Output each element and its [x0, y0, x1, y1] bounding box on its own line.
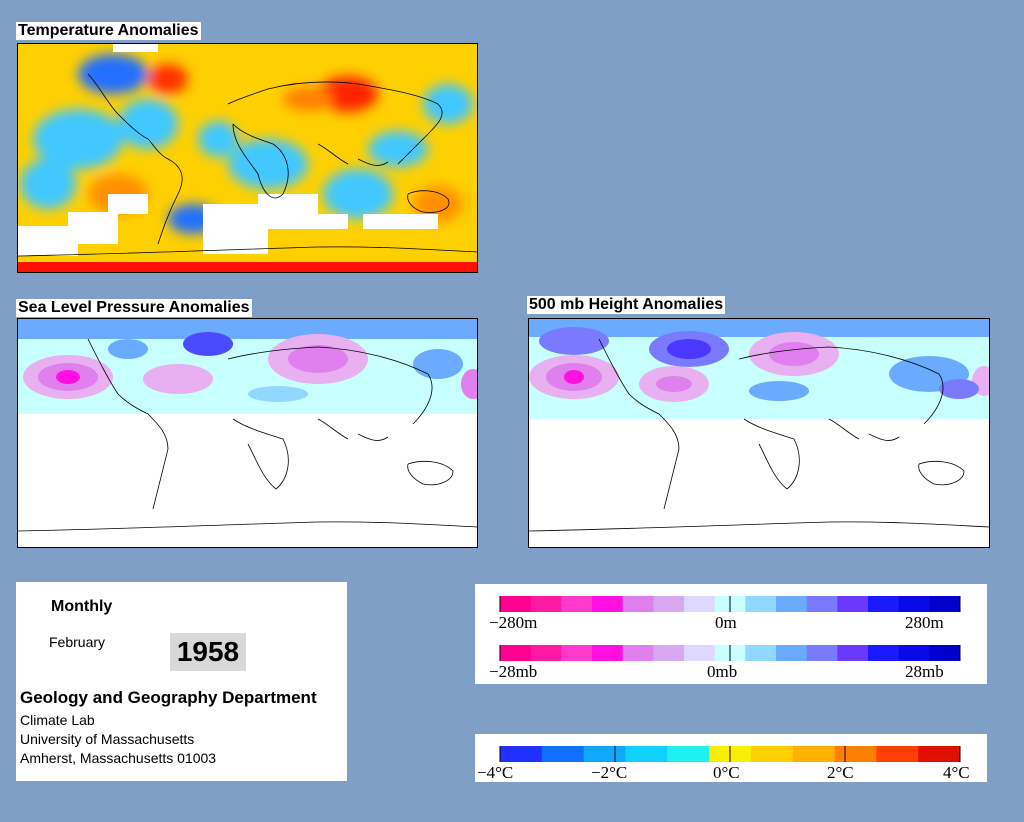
- height-swatch: [745, 596, 777, 612]
- pressure-mid-label: 0mb: [707, 662, 737, 681]
- height-mid-label: 0m: [715, 613, 737, 632]
- height-swatch: [776, 596, 808, 612]
- pressure-swatch: [684, 645, 716, 661]
- pressure-swatch: [500, 645, 532, 661]
- height-swatch: [622, 596, 654, 612]
- year-label: 1958: [170, 633, 246, 671]
- pressure-swatch: [653, 645, 685, 661]
- temperature-legend: −4°C −2°C 0°C 2°C 4°C: [475, 734, 987, 782]
- temp-label-4: 4°C: [943, 763, 970, 782]
- temperature-swatch: [750, 746, 794, 762]
- pressure-swatch: [806, 645, 838, 661]
- temperature-map-title: Temperature Anomalies: [16, 22, 201, 40]
- pressure-swatch: [622, 645, 654, 661]
- pressure-swatch: [868, 645, 900, 661]
- pressure-swatch: [745, 645, 777, 661]
- month-label: February: [49, 634, 106, 650]
- pressure-swatch: [929, 645, 961, 661]
- temperature-swatch: [918, 746, 961, 762]
- pressure-min-label: −28mb: [489, 662, 537, 681]
- height-swatch: [837, 596, 869, 612]
- temperature-anomaly-map: [17, 43, 478, 273]
- address-line-2: University of Massachusetts: [20, 731, 195, 747]
- height-swatch: [530, 596, 562, 612]
- temperature-swatch: [792, 746, 836, 762]
- height-color-bar: [499, 596, 961, 612]
- pressure-swatch: [776, 645, 808, 661]
- temp-label-2: 2°C: [827, 763, 854, 782]
- height-swatch: [500, 596, 532, 612]
- temperature-color-bar: [499, 746, 961, 762]
- height-swatch: [561, 596, 593, 612]
- temperature-swatch: [541, 746, 585, 762]
- pressure-color-bar: [499, 645, 961, 661]
- height-swatch: [653, 596, 685, 612]
- height-swatch: [898, 596, 930, 612]
- temp-label-0: 0°C: [713, 763, 740, 782]
- pressure-swatch: [837, 645, 869, 661]
- temperature-swatch: [667, 746, 710, 762]
- 500mb-height-anomaly-map: [528, 318, 990, 548]
- pressure-max-label: 28mb: [905, 662, 944, 681]
- address-line-3: Amherst, Massachusetts 01003: [20, 750, 217, 766]
- period-label: Monthly: [51, 598, 113, 615]
- address-line-1: Climate Lab: [20, 712, 95, 728]
- temperature-swatch: [500, 746, 543, 762]
- height-swatch: [806, 596, 838, 612]
- slp-map-title: Sea Level Pressure Anomalies: [16, 299, 252, 317]
- height-swatch: [929, 596, 961, 612]
- pressure-swatch: [592, 645, 624, 661]
- height-swatch: [592, 596, 624, 612]
- sea-level-pressure-anomaly-map: [17, 318, 478, 548]
- temperature-swatch: [834, 746, 877, 762]
- height500-map-title: 500 mb Height Anomalies: [527, 296, 726, 314]
- temp-label-minus2: −2°C: [591, 763, 627, 782]
- height-pressure-legend: −280m 0m 280m −28mb 0mb 28mb: [475, 584, 987, 684]
- temp-label-minus4: −4°C: [477, 763, 513, 782]
- height-min-label: −280m: [489, 613, 537, 632]
- pressure-swatch: [898, 645, 930, 661]
- info-panel: Monthly February 1958 Geology and Geogra…: [16, 582, 347, 781]
- pressure-swatch: [561, 645, 593, 661]
- height-max-label: 280m: [905, 613, 944, 632]
- height-swatch: [868, 596, 900, 612]
- height-swatch: [684, 596, 716, 612]
- pressure-swatch: [530, 645, 562, 661]
- temperature-swatch: [625, 746, 668, 762]
- temperature-swatch: [876, 746, 919, 762]
- department-label: Geology and Geography Department: [20, 688, 317, 707]
- temperature-swatch: [583, 746, 626, 762]
